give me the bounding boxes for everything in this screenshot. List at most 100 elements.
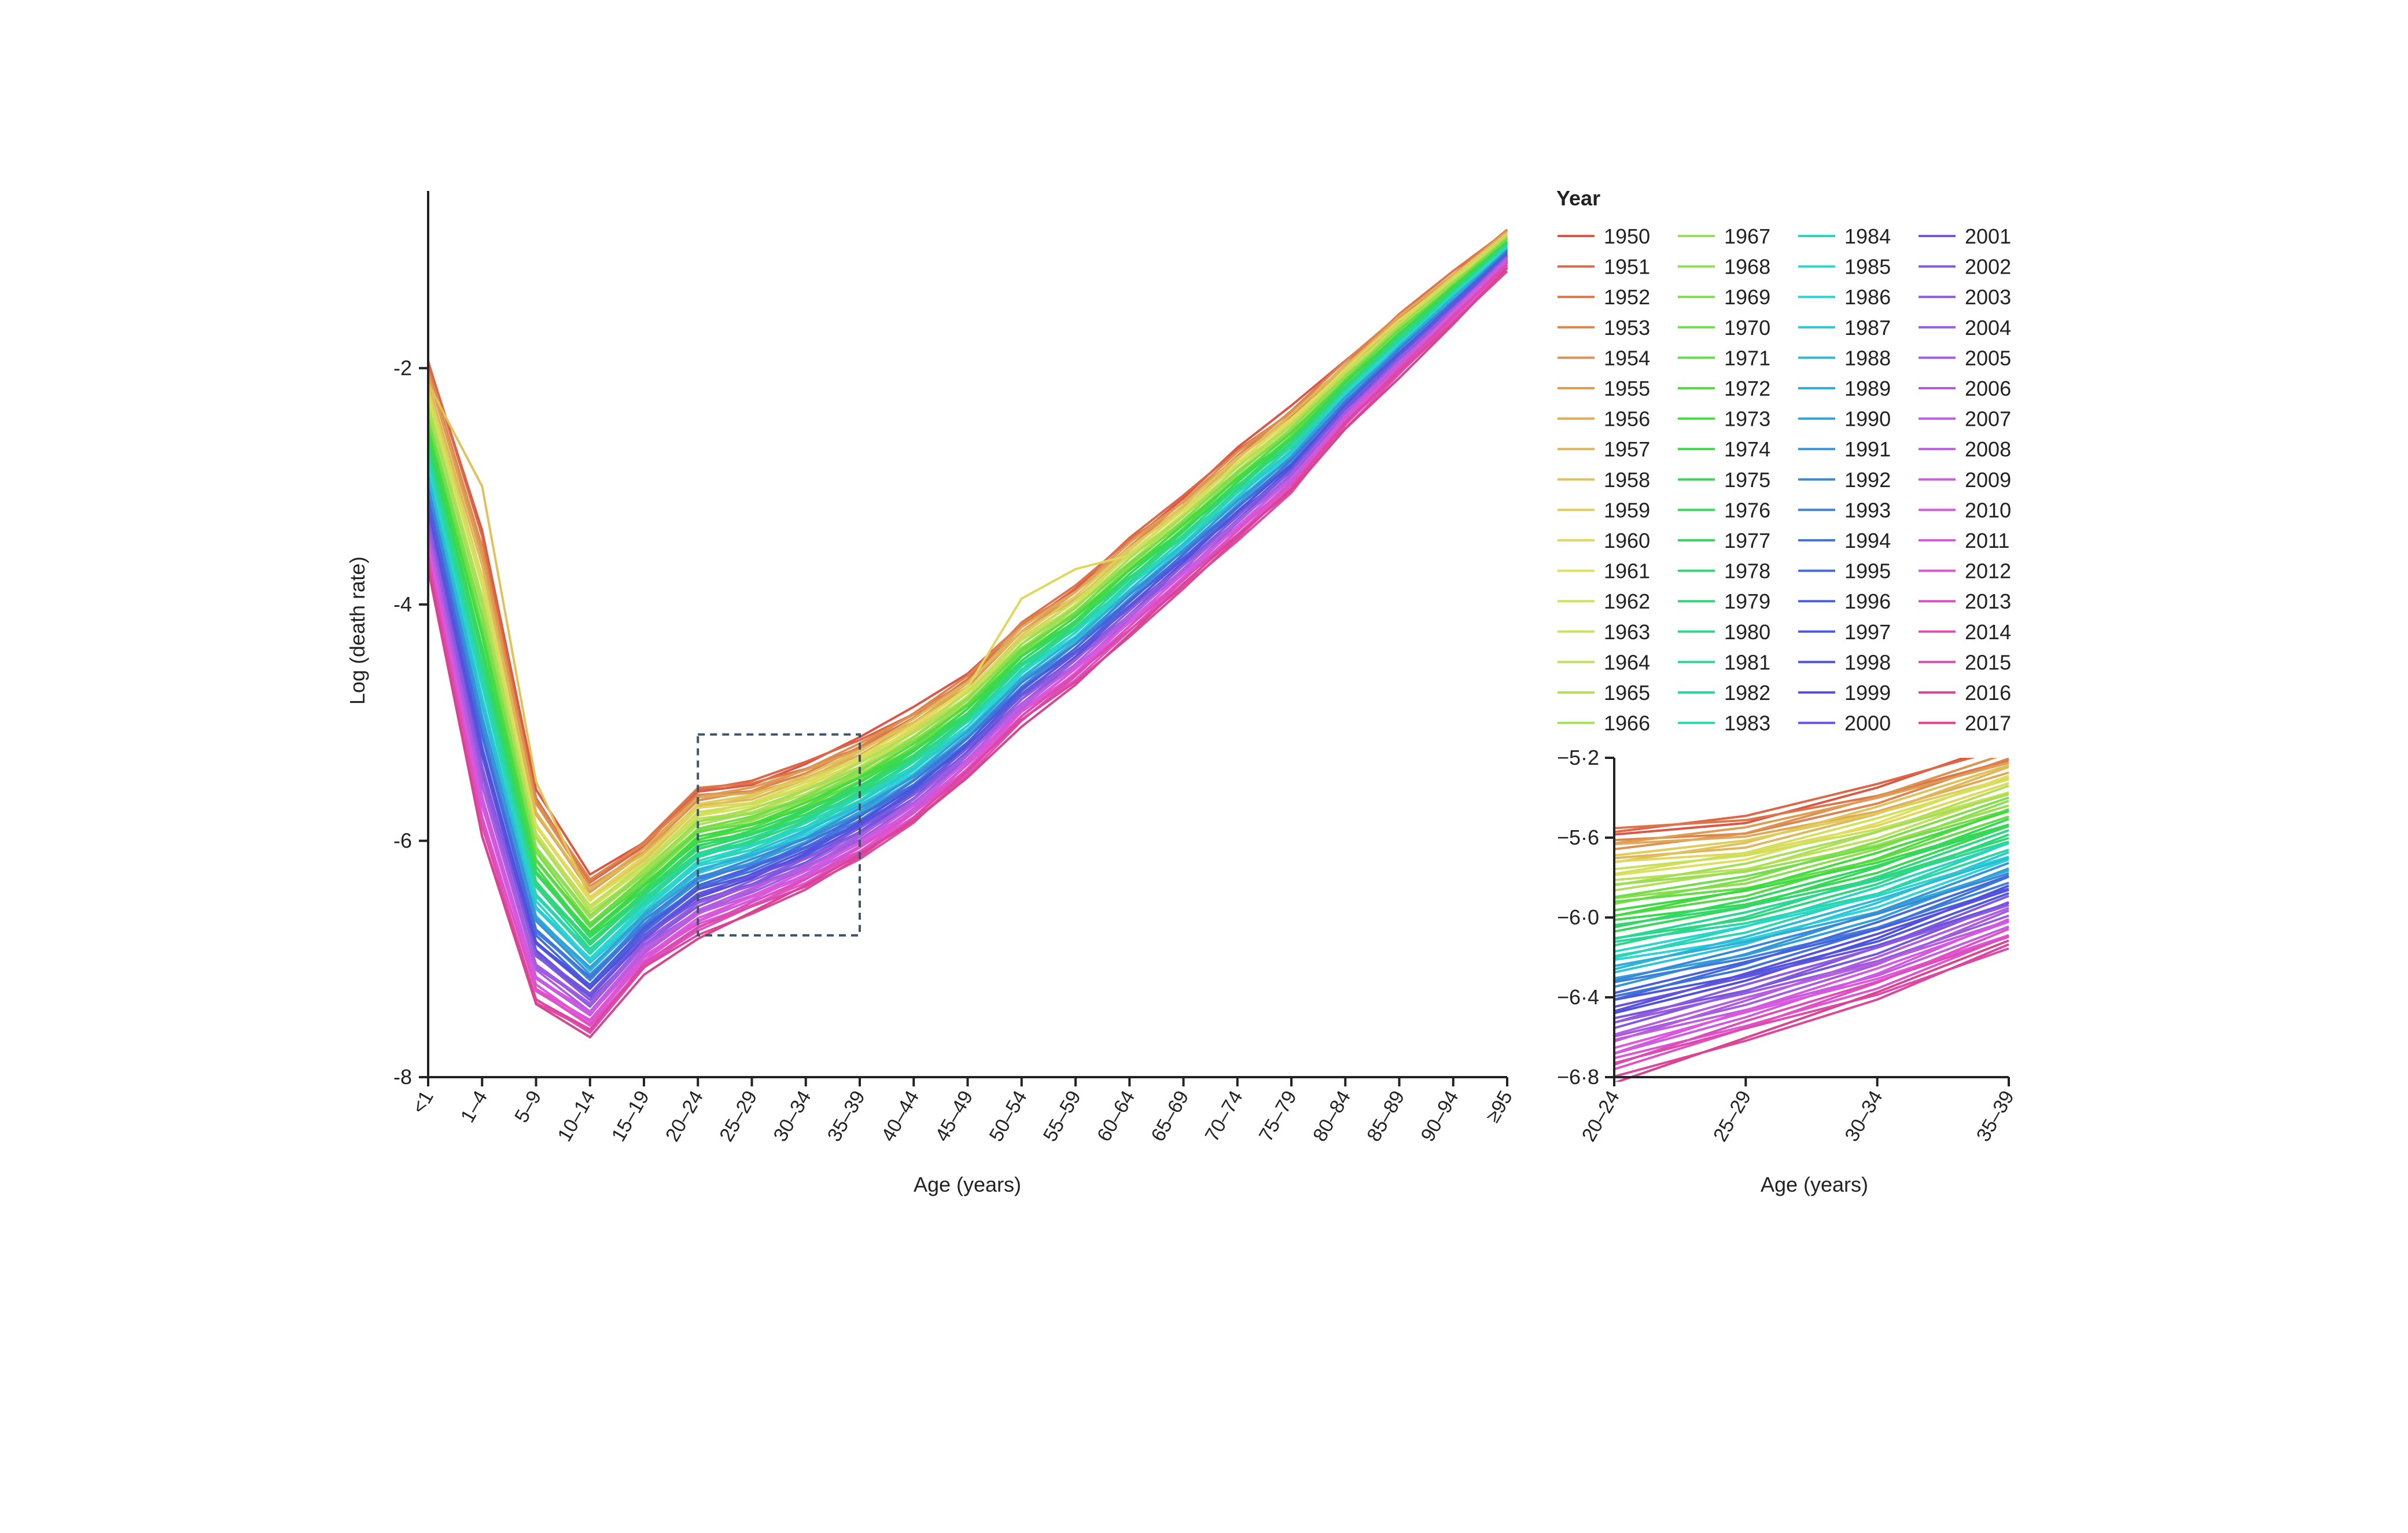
main-x-tick-label: 55–59 [1039, 1087, 1085, 1145]
main-x-tick-label: 35–39 [823, 1087, 870, 1145]
legend-item-1972: 1972 [1678, 377, 1770, 400]
legend-label: 1975 [1724, 468, 1770, 492]
legend-label: 2003 [1965, 285, 2011, 309]
legend-item-1958: 1958 [1558, 468, 1650, 492]
series-line-1968 [427, 245, 1508, 916]
inset-series-line-1975 [1614, 825, 2009, 922]
series-line-1981 [427, 244, 1508, 955]
series-line-1972 [427, 246, 1508, 927]
legend-label: 1965 [1604, 681, 1650, 705]
main-x-tick-label: 25–29 [715, 1087, 761, 1145]
inset-series-line-1983 [1614, 842, 2009, 957]
series-line-2016 [427, 270, 1508, 1031]
series-line-1998 [427, 260, 1508, 990]
legend-item-1960: 1960 [1558, 529, 1650, 552]
legend-label: 1987 [1844, 316, 1891, 340]
legend-label: 1995 [1844, 559, 1891, 583]
legend-item-2005: 2005 [1919, 346, 2011, 370]
inset-series-line-1982 [1614, 849, 2009, 944]
inset-y-tick-label: −6·0 [1557, 905, 1599, 929]
legend-item-1983: 1983 [1678, 712, 1770, 735]
legend-item-2015: 2015 [1919, 650, 2011, 674]
legend-item-1984: 1984 [1798, 224, 1891, 248]
legend-item-1965: 1965 [1558, 681, 1650, 705]
legend-item-1992: 1992 [1798, 468, 1891, 492]
legend-item-2000: 2000 [1798, 712, 1891, 735]
series-line-2017 [427, 267, 1508, 1038]
legend-label: 2012 [1965, 559, 2011, 583]
legend-item-1989: 1989 [1798, 377, 1891, 400]
legend-item-2007: 2007 [1919, 407, 2011, 431]
inset-x-axis-label: Age (years) [1761, 1173, 1868, 1196]
inset-x-tick-label: 35–39 [1972, 1087, 2019, 1145]
legend-label: 1970 [1724, 316, 1770, 340]
series-line-1964 [427, 242, 1508, 907]
legend-item-1985: 1985 [1798, 255, 1891, 279]
legend-label: 2001 [1965, 224, 2011, 248]
legend-item-1990: 1990 [1798, 407, 1891, 431]
inset-series-line-1987 [1614, 851, 2009, 974]
legend-label: 1968 [1724, 255, 1770, 279]
legend-item-1979: 1979 [1678, 589, 1770, 613]
legend-label: 1982 [1724, 681, 1770, 705]
legend: Year 19501951195219531954195519561957195… [1556, 186, 2011, 735]
series-line-1979 [427, 250, 1508, 943]
inset-series-line-1966 [1614, 793, 2009, 887]
legend-label: 1997 [1844, 620, 1891, 644]
legend-label: 1999 [1844, 681, 1891, 705]
legend-label: 1983 [1724, 712, 1770, 735]
legend-label: 1952 [1604, 285, 1650, 309]
legend-item-2002: 2002 [1919, 255, 2011, 279]
main-x-tick-label: ≥95 [1482, 1087, 1517, 1126]
legend-item-1982: 1982 [1678, 681, 1770, 705]
legend-label: 1967 [1724, 224, 1770, 248]
inset-series-line-1979 [1614, 833, 2009, 939]
legend-label: 1957 [1604, 437, 1650, 461]
legend-item-1988: 1988 [1798, 346, 1891, 370]
legend-item-1996: 1996 [1798, 589, 1891, 613]
legend-item-1993: 1993 [1798, 498, 1891, 522]
legend-item-2016: 2016 [1919, 681, 2011, 705]
main-x-tick-label: 80–84 [1309, 1087, 1355, 1145]
inset-series-line-1958 [1614, 764, 2009, 864]
legend-item-2012: 2012 [1919, 559, 2011, 583]
legend-item-1977: 1977 [1678, 529, 1770, 552]
legend-label: 2013 [1965, 589, 2011, 613]
series-line-1978 [427, 244, 1508, 944]
inset-x-tick-label: 25–29 [1709, 1087, 1755, 1145]
main-x-tick-label: 50–54 [985, 1087, 1031, 1145]
main-x-tick-label: 5–9 [510, 1087, 546, 1126]
series-line-1973 [427, 241, 1508, 936]
main-x-tick-label: 65–69 [1147, 1087, 1193, 1145]
series-line-1985 [427, 246, 1508, 963]
series-line-1988 [427, 248, 1508, 972]
inset-series-line-1992 [1614, 872, 2009, 982]
legend-item-2003: 2003 [1919, 285, 2011, 309]
legend-label: 1977 [1724, 529, 1770, 552]
series-line-1957 [427, 239, 1508, 891]
legend-item-2017: 2017 [1919, 712, 2011, 735]
legend-label: 1956 [1604, 407, 1650, 431]
inset-series-line-1959 [1614, 777, 2009, 857]
main-x-tick-label: 70–74 [1201, 1087, 1247, 1145]
legend-label: 2000 [1844, 712, 1891, 735]
series-line-1987 [427, 253, 1508, 964]
series-line-1983 [427, 253, 1508, 953]
legend-label: 1998 [1844, 650, 1891, 674]
legend-item-1987: 1987 [1798, 316, 1891, 340]
legend-item-1957: 1957 [1558, 437, 1650, 461]
legend-label: 1988 [1844, 346, 1891, 370]
legend-label: 2004 [1965, 316, 2011, 340]
legend-label: 2005 [1965, 346, 2011, 370]
series-line-1980 [427, 248, 1508, 950]
series-line-1962 [427, 235, 1508, 910]
main-chart: -2 -4 -6 -8<1 1–4 5–9 10–14 15–19 20–24 25–29 30–3… [345, 191, 1517, 1196]
inset-series-line-1952 [1614, 759, 2009, 830]
series-line-1976 [427, 248, 1508, 939]
legend-label: 1950 [1604, 224, 1650, 248]
legend-item-1973: 1973 [1678, 407, 1770, 431]
inset-series-line-2007 [1614, 919, 2009, 1036]
legend-item-1952: 1952 [1558, 285, 1650, 309]
series-line-1959 [427, 232, 1508, 902]
legend-item-2010: 2010 [1919, 498, 2011, 522]
